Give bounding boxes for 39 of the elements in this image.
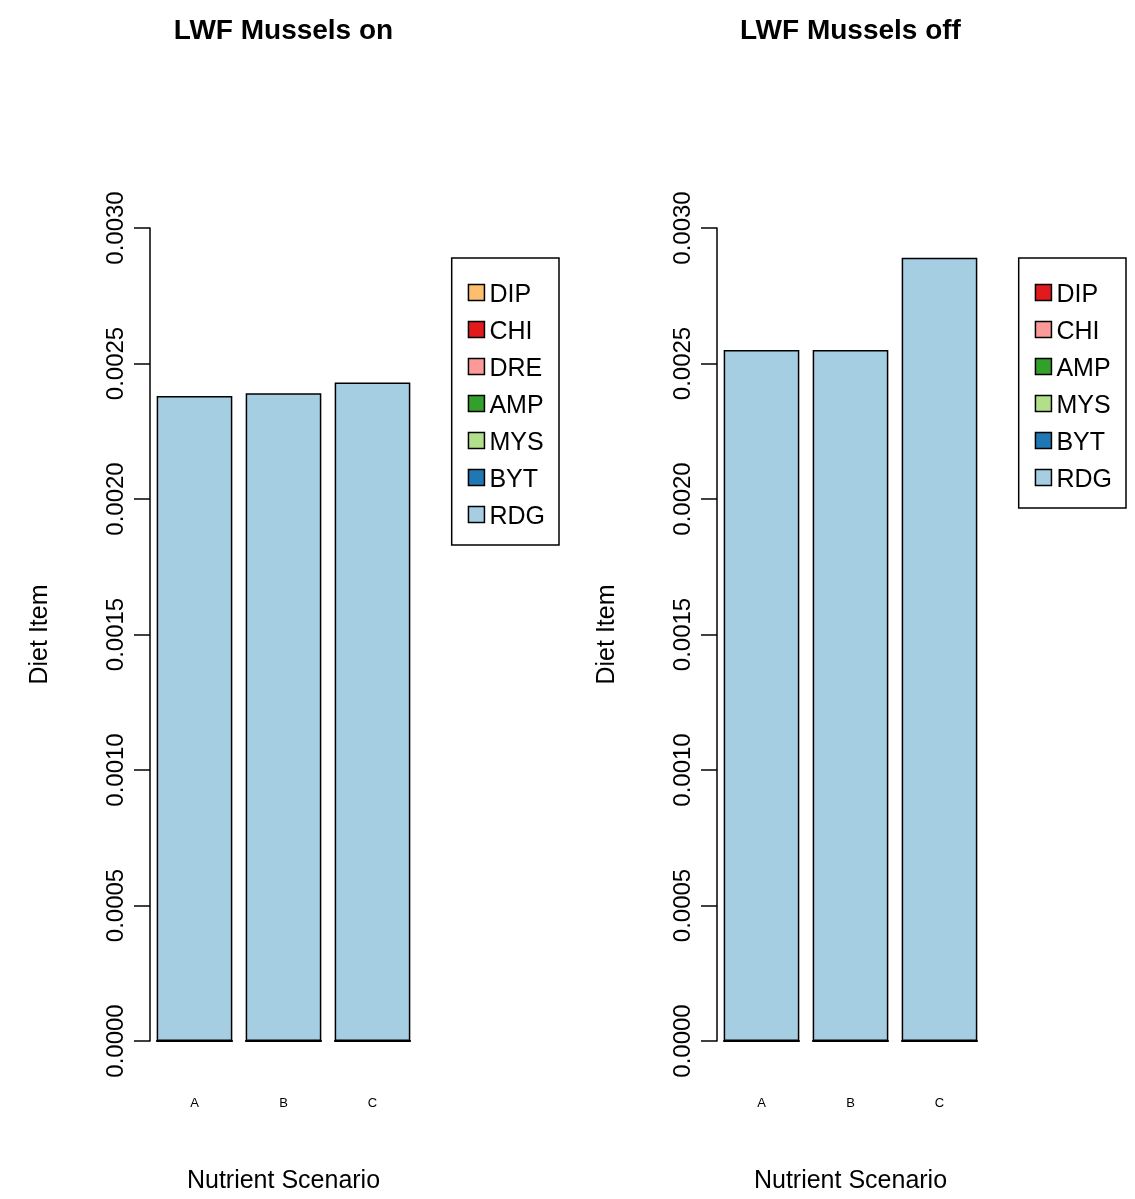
legend-label: DIP bbox=[489, 278, 532, 307]
legend-label: AMP bbox=[1056, 352, 1111, 381]
y-tick-label: 0.0020 bbox=[667, 462, 695, 536]
legend-label: CHI bbox=[1056, 315, 1100, 344]
chart-title: LWF Mussels on bbox=[173, 13, 394, 45]
y-axis-title: Diet Item bbox=[23, 584, 52, 685]
x-axis-title: Nutrient Scenario bbox=[753, 1164, 948, 1193]
y-tick-label: 0.0015 bbox=[100, 597, 128, 672]
x-tick-label: C bbox=[934, 1095, 945, 1110]
legend-label: MYS bbox=[489, 426, 544, 455]
y-tick-label: 0.0020 bbox=[100, 462, 128, 536]
y-tick-label: 0.0000 bbox=[100, 1004, 128, 1078]
legend-label: CHI bbox=[489, 315, 533, 344]
x-tick-label: B bbox=[279, 1095, 288, 1110]
legend-label: RDG bbox=[1056, 463, 1113, 492]
y-axis-title: Diet Item bbox=[590, 584, 619, 685]
y-tick-label: 0.0005 bbox=[667, 868, 695, 943]
y-tick-label: 0.0010 bbox=[100, 733, 128, 807]
legend-label: BYT bbox=[1056, 426, 1106, 455]
legend-label: DRE bbox=[489, 352, 543, 381]
legend-label: RDG bbox=[489, 500, 546, 529]
y-tick-label: 0.0005 bbox=[100, 868, 128, 943]
x-tick-label: B bbox=[846, 1095, 855, 1110]
y-tick-label: 0.0000 bbox=[667, 1004, 695, 1078]
x-tick-label: A bbox=[757, 1095, 767, 1110]
y-tick-label: 0.0010 bbox=[667, 733, 695, 807]
y-tick-label: 0.0025 bbox=[667, 326, 695, 401]
chart-title: LWF Mussels off bbox=[740, 13, 962, 45]
y-tick-label: 0.0030 bbox=[667, 191, 695, 265]
x-tick-label: A bbox=[190, 1095, 200, 1110]
x-tick-label: C bbox=[367, 1095, 378, 1110]
legend-label: AMP bbox=[489, 389, 544, 418]
y-tick-label: 0.0030 bbox=[100, 191, 128, 265]
legend-label: DIP bbox=[1056, 278, 1099, 307]
legend-label: BYT bbox=[489, 463, 539, 492]
y-tick-label: 0.0025 bbox=[100, 326, 128, 401]
x-axis-title: Nutrient Scenario bbox=[186, 1164, 381, 1193]
y-tick-label: 0.0015 bbox=[667, 597, 695, 672]
legend-label: MYS bbox=[1056, 389, 1111, 418]
